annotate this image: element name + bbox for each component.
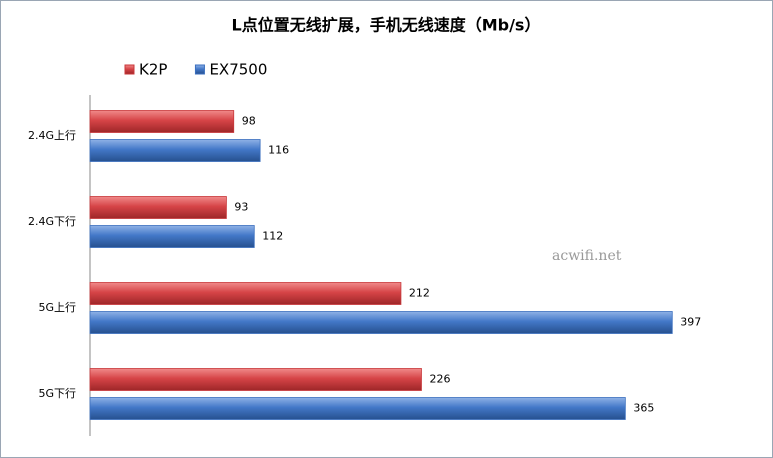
data-label: 98 (242, 115, 256, 128)
bar (89, 282, 402, 305)
data-label: 212 (409, 287, 430, 300)
bar (89, 139, 261, 162)
watermark: acwifi.net (552, 248, 622, 264)
y-tick-label: 5G下行 (38, 387, 76, 400)
data-label: 365 (633, 402, 654, 415)
data-label: 93 (234, 201, 248, 214)
data-label: 397 (680, 316, 701, 329)
legend-swatch (124, 64, 135, 75)
y-tick-label: 2.4G上行 (28, 129, 76, 142)
bar (89, 311, 673, 334)
chart-title: L点位置无线扩展，手机无线速度（Mb/s） (232, 16, 541, 35)
y-tick-label: 2.4G下行 (28, 215, 76, 228)
bar (89, 225, 255, 248)
legend-label: EX7500 (209, 61, 267, 79)
bar (89, 196, 227, 219)
data-label: 112 (262, 230, 283, 243)
legend-label: K2P (139, 61, 167, 79)
bar (89, 368, 422, 391)
bar (89, 110, 235, 133)
legend-swatch (194, 64, 205, 75)
data-label: 226 (429, 373, 450, 386)
y-tick-label: 5G上行 (38, 301, 76, 314)
data-label: 116 (268, 144, 289, 157)
bar (89, 397, 626, 420)
